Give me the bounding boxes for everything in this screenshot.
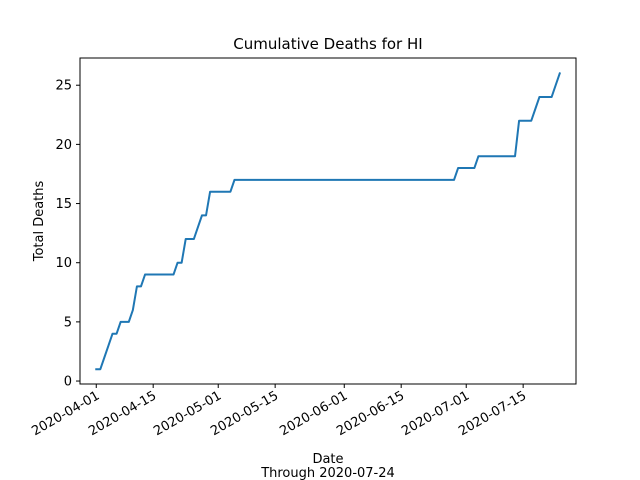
y-tick-label: 25 <box>55 79 72 94</box>
x-axis-title: Date <box>312 452 343 467</box>
y-tick-label: 20 <box>55 138 72 153</box>
chart-title: Cumulative Deaths for HI <box>233 35 422 53</box>
x-axis-subtitle: Through 2020-07-24 <box>260 466 395 480</box>
series-line <box>95 72 562 371</box>
y-tick-label: 5 <box>64 315 72 330</box>
plot-area <box>95 72 562 371</box>
axes-frame <box>79 57 577 385</box>
y-tick-label: 15 <box>55 197 72 212</box>
y-tick-label: 0 <box>64 375 72 390</box>
y-axis: 0 5 10 15 20 25 <box>55 79 80 390</box>
y-axis-title: Total Deaths <box>32 180 47 262</box>
y-tick-label: 10 <box>55 256 72 271</box>
